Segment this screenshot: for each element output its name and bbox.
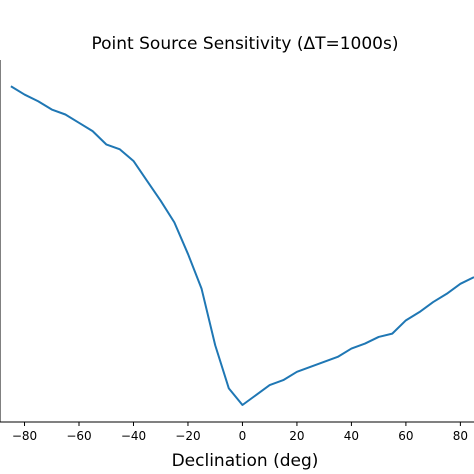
x-axis-ticks: −80 −60 −40 −20 0 20 40 60 80 [12, 422, 468, 443]
x-tick-label: 40 [344, 429, 359, 443]
x-tick-label: 60 [398, 429, 413, 443]
x-tick-label: −20 [175, 429, 200, 443]
x-axis-label: Declination (deg) [172, 451, 319, 471]
axes-frame [0, 60, 474, 423]
x-tick-label: 80 [453, 429, 468, 443]
plot-area: −80 −60 −40 −20 0 20 40 60 80 [0, 60, 474, 443]
series-layer [10, 85, 474, 406]
chart-title: Point Source Sensitivity (ΔT=1000s) [92, 34, 399, 54]
x-tick-label: 20 [289, 429, 304, 443]
x-tick-label: −60 [66, 429, 91, 443]
series-line-0 [10, 85, 474, 406]
x-tick-label: 0 [239, 429, 247, 443]
x-tick-label: −40 [121, 429, 146, 443]
x-tick-label: −80 [12, 429, 37, 443]
